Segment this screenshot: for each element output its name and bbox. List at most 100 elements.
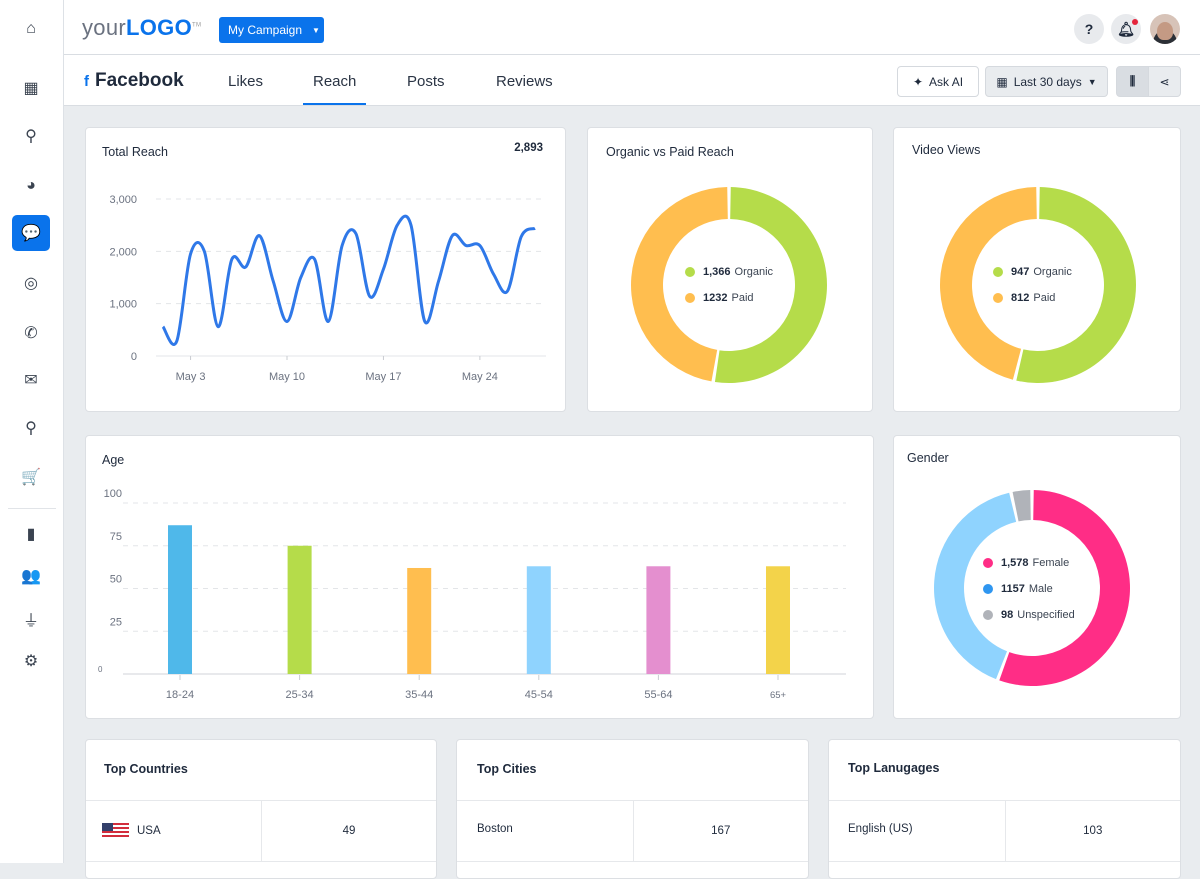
phone-icon[interactable]: ✆ (12, 315, 50, 351)
legend-value: 812 (1011, 292, 1029, 304)
document-icon[interactable]: ▮ (12, 516, 50, 552)
legend-value: 947 (1011, 266, 1029, 278)
card-title: Top Lanugages (848, 761, 939, 775)
legend-value: 98 (1001, 609, 1013, 621)
bell-icon: 🔔︎ (1117, 21, 1135, 38)
users-icon[interactable]: 👥 (12, 558, 50, 594)
card-title: Top Countries (104, 762, 188, 776)
legend-item: 1,578 Female (983, 550, 1075, 576)
bar-18-24 (168, 525, 192, 674)
share-icon: ⋖ (1159, 75, 1169, 89)
bar-45-54 (527, 566, 551, 674)
legend-value: 1,578 (1001, 557, 1029, 569)
avatar[interactable] (1150, 14, 1180, 44)
logo-prefix: your (82, 15, 126, 40)
country-value: 49 (261, 801, 436, 861)
tab-reach[interactable]: Reach (313, 73, 356, 90)
legend-dot (983, 584, 993, 594)
sub-header: f Facebook Likes Reach Posts Reviews ✦Ask… (64, 55, 1200, 106)
help-button[interactable]: ? (1074, 14, 1104, 44)
legend-value: 1,366 (703, 266, 731, 278)
legend-dot (983, 558, 993, 568)
x-tick-label: May 24 (462, 371, 498, 383)
bar-25-34 (288, 546, 312, 674)
language-value: 103 (1005, 801, 1181, 861)
tab-reviews[interactable]: Reviews (496, 73, 553, 90)
ask-ai-button[interactable]: ✦Ask AI (897, 66, 979, 97)
country-name: USA (137, 825, 161, 837)
y-tick-label: 50 (110, 574, 122, 586)
plug-icon[interactable]: ⏚ (12, 601, 50, 637)
x-tick-label: May 17 (365, 371, 401, 383)
language-name: English (US) (848, 823, 913, 835)
pie-chart-icon[interactable]: ◕ (12, 168, 50, 204)
bar-65+ (766, 566, 790, 674)
help-icon: ? (1085, 21, 1094, 37)
search-icon[interactable]: ⚲ (12, 118, 50, 154)
target-icon[interactable]: ◎ (12, 265, 50, 301)
x-tick-label: 25-34 (286, 689, 314, 701)
tab-likes[interactable]: Likes (228, 73, 263, 90)
dashboard-grid-icon[interactable]: ▦ (12, 70, 50, 106)
campaign-label: My Campaign (228, 23, 302, 37)
top-languages-card: Top Lanugages English (US) 103 (828, 739, 1181, 879)
campaign-dropdown[interactable]: My Campaign ▼ (219, 17, 324, 43)
bar-35-44 (407, 568, 431, 674)
legend-dot (685, 267, 695, 277)
legend-label: Female (1033, 557, 1070, 569)
legend-dot (993, 267, 1003, 277)
legend-dot (983, 610, 993, 620)
tab-posts[interactable]: Posts (407, 73, 445, 90)
share-button[interactable]: ⋖ (1148, 66, 1181, 97)
date-range-dropdown[interactable]: ▦ Last 30 days ▼ (985, 66, 1108, 97)
facebook-icon: f (84, 73, 89, 90)
logo-tm: TM (192, 23, 201, 29)
notifications-button[interactable]: 🔔︎ (1111, 14, 1141, 44)
date-range-label: Last 30 days (1014, 75, 1082, 89)
table-row[interactable]: English (US) 103 (829, 800, 1180, 862)
y-tick-label: 3,000 (109, 194, 137, 206)
x-tick-label: 45-54 (525, 689, 553, 701)
home-icon[interactable]: ⌂ (12, 11, 50, 47)
gear-icon[interactable]: ⚙ (12, 643, 50, 679)
sliders-icon: ⫼ (1130, 74, 1136, 89)
y-tick-label: 2,000 (109, 246, 137, 258)
card-title: Top Cities (477, 762, 537, 776)
logo[interactable]: yourLOGOTM (82, 15, 201, 41)
y-tick-label: 0 (98, 665, 103, 674)
x-tick-label: May 3 (176, 371, 206, 383)
chat-bubble-icon[interactable]: 💬 (12, 215, 50, 251)
caret-down-icon: ▼ (312, 26, 320, 35)
table-row[interactable]: USA 49 (86, 800, 436, 862)
x-tick-label: 35-44 (405, 689, 433, 701)
legend-label: Male (1029, 583, 1053, 595)
legend-label: Paid (731, 292, 753, 304)
legend-value: 1232 (703, 292, 727, 304)
cart-icon[interactable]: 🛒 (12, 459, 50, 495)
y-tick-label: 100 (104, 488, 122, 500)
y-tick-label: 0 (131, 351, 137, 363)
platform-name: Facebook (95, 70, 184, 91)
legend-item: 1232 Paid (685, 285, 773, 311)
calendar-icon: ▦ (996, 75, 1007, 89)
map-pin-icon[interactable]: ⚲ (12, 410, 50, 446)
y-tick-label: 75 (110, 531, 122, 543)
x-tick-label: 18-24 (166, 689, 194, 701)
envelope-icon[interactable]: ✉ (12, 362, 50, 398)
x-tick-label: 65+ (770, 690, 787, 701)
sidebar: ⌂ ▦ ⚲ ◕ 💬 ◎ ✆ ✉ ⚲ 🛒 ▮ 👥 ⏚ ⚙ (0, 0, 64, 863)
filters-button[interactable]: ⫼ (1116, 66, 1149, 97)
caret-down-icon: ▼ (1088, 77, 1097, 87)
x-tick-label: May 10 (269, 371, 305, 383)
